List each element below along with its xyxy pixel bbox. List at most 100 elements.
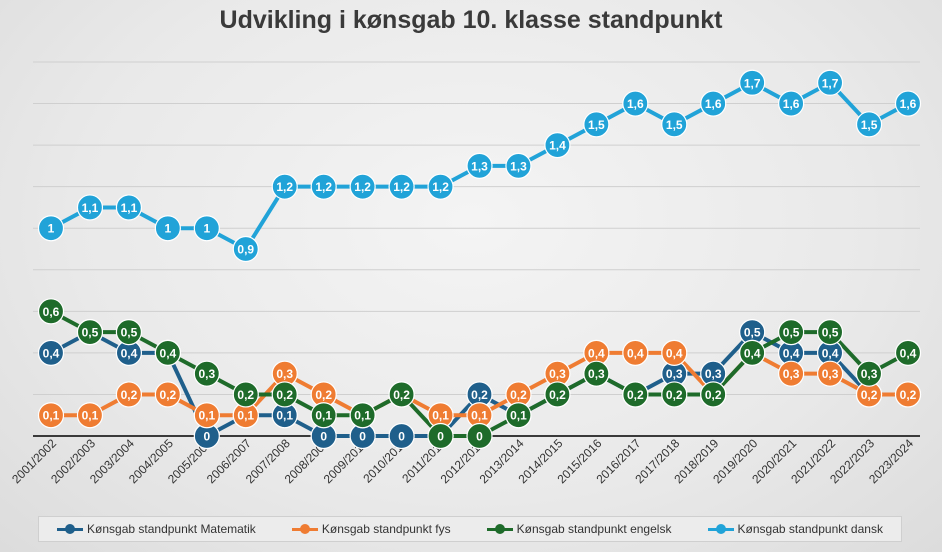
data-point: 0,3 [193,360,220,387]
data-point-marker [700,90,727,117]
data-label: 1,4 [549,139,566,153]
data-point: 0,2 [232,381,259,408]
data-label: 0,3 [588,367,605,381]
x-axis-tick-labels: 2001/20022002/20032003/20042004/20052005… [9,436,916,486]
data-label: 1,3 [471,159,488,173]
data-point-marker [583,111,610,138]
data-point-marker [661,381,688,408]
data-label: 1,6 [900,97,917,111]
data-point: 0,5 [115,319,143,346]
data-label: 0,5 [783,326,800,340]
data-label: 0,2 [627,388,644,402]
data-point: 0,2 [661,381,688,408]
data-point: 0,5 [816,319,844,346]
data-point-marker [466,152,493,179]
data-point: 0,3 [855,360,883,387]
data-label: 1 [165,222,172,236]
data-label: 0,3 [549,367,566,381]
data-label: 1,1 [121,201,138,215]
data-point: 0 [388,422,415,450]
data-point: 0,3 [816,360,844,387]
data-point-marker [37,402,65,429]
data-point-marker [816,360,844,387]
data-point: 0 [193,422,220,450]
data-label: 0,2 [315,388,332,402]
data-point-marker [37,215,65,242]
data-point: 0,1 [193,402,220,429]
data-point-marker [310,402,337,429]
data-point: 0,4 [739,339,766,366]
legend-label: Kønsgab standpunkt dansk [737,522,883,536]
data-point-marker [37,339,65,366]
data-label: 0,3 [705,367,722,381]
data-label: 0,1 [432,409,449,423]
data-label: 0,2 [471,388,488,402]
data-label: 1,5 [666,118,683,132]
data-point: 0 [427,422,454,450]
data-point-marker [739,339,766,366]
data-point: 0,2 [271,381,298,408]
data-label: 1,6 [627,97,644,111]
data-point: 1,2 [310,173,337,200]
data-point-marker [622,90,649,117]
data-point: 0,2 [505,381,532,408]
data-label: 1,1 [82,201,99,215]
data-point: 1,7 [739,69,766,96]
data-point: 0,3 [778,360,805,387]
data-point-marker [505,152,532,179]
data-label: 1,5 [861,118,878,132]
data-point: 0,4 [622,339,649,366]
data-label: 1,5 [588,118,605,132]
data-label: 1,2 [432,180,449,194]
data-point-marker [778,360,805,387]
data-label: 0,2 [276,388,293,402]
data-point-marker [661,111,688,138]
data-point: 0,9 [232,235,259,263]
data-label: 0,5 [822,326,839,340]
data-label: 0,3 [783,367,800,381]
data-point-marker [855,111,883,138]
data-point: 0,4 [661,339,688,366]
data-label: 0 [320,430,327,444]
data-label: 0 [437,430,444,444]
data-label: 0,6 [43,305,60,319]
data-point-marker [855,360,883,387]
data-label: 0,1 [354,409,371,423]
data-point: 0,3 [271,360,298,387]
data-point-marker [349,173,376,200]
data-label: 0,4 [588,346,605,360]
data-point: 0,1 [349,402,376,429]
data-point: 1,2 [271,173,298,200]
data-point-marker [427,173,454,200]
data-label: 1,6 [705,97,722,111]
data-point: 1 [154,215,181,242]
data-label: 1,7 [744,76,761,90]
data-point: 1,5 [855,111,883,138]
data-label: 0 [398,430,405,444]
data-point: 0,1 [37,402,65,429]
data-point: 1,6 [894,90,922,117]
data-label: 0,4 [744,346,761,360]
data-point-marker [349,402,376,429]
data-point: 1,6 [622,90,649,117]
data-point-marker [154,215,181,242]
data-label: 0,5 [121,326,138,340]
data-point: 0,2 [115,381,143,408]
data-label: 0,2 [705,388,722,402]
data-point: 0,1 [466,402,493,429]
legend-swatch [57,524,84,534]
data-point: 0,3 [583,360,610,387]
data-point: 0,2 [388,381,415,408]
legend-swatch [707,524,734,534]
data-point: 1,6 [778,90,805,117]
data-label: 0,2 [121,388,138,402]
data-point: 1,4 [544,132,571,159]
legend-item: Kønsgab standpunkt dansk [707,522,883,536]
data-label: 0,4 [160,346,177,360]
data-point: 1,6 [700,90,727,117]
series-points: 0,4 0,5 0,4 0,4 0 0,1 0,1 0 0 0 0 0,2 0,1 0,2 0,3 0,2 0,… [37,69,922,450]
data-label: 0,1 [510,409,527,423]
data-point-marker [466,422,493,450]
data-label: 1,2 [315,180,332,194]
data-point-marker [154,339,181,366]
